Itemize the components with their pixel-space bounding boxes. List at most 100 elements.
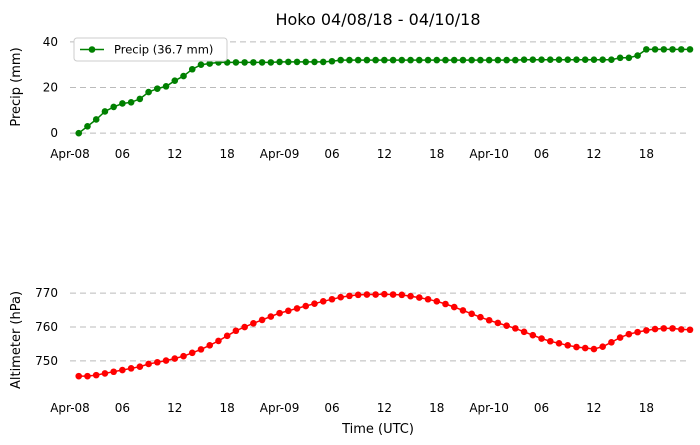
data-point — [573, 56, 580, 63]
x-tick-label: 12 — [377, 401, 392, 415]
x-tick-label: Apr-10 — [469, 147, 509, 161]
data-point — [529, 56, 537, 63]
x-tick-label: Apr-08 — [50, 147, 90, 161]
data-point — [459, 56, 467, 64]
data-point — [546, 337, 554, 345]
data-point — [162, 83, 170, 90]
data-point — [608, 338, 615, 346]
legend-box — [73, 37, 228, 62]
data-point — [450, 303, 458, 311]
x-tick-label: 18 — [220, 147, 235, 161]
data-point — [485, 316, 493, 324]
data-point — [154, 358, 161, 366]
data-point — [686, 46, 694, 53]
data-point — [337, 56, 345, 64]
data-point — [625, 330, 633, 338]
data-point — [154, 85, 161, 92]
data-point — [92, 116, 100, 123]
data-point — [258, 59, 266, 66]
data-point — [180, 352, 187, 360]
data-point — [389, 291, 397, 298]
data-point — [84, 372, 91, 380]
data-point — [555, 339, 563, 347]
data-point — [311, 300, 318, 307]
data-point — [677, 326, 685, 333]
data-point — [276, 309, 283, 317]
x-tick-label: 18 — [220, 401, 235, 415]
chart-title: Hoko 04/08/18 - 04/10/18 — [275, 10, 480, 29]
data-point — [180, 72, 187, 80]
data-point — [686, 326, 694, 334]
data-point — [337, 293, 345, 301]
data-point — [110, 368, 117, 376]
data-point — [669, 325, 676, 332]
data-point — [389, 56, 397, 64]
data-point — [171, 355, 179, 362]
data-point — [538, 56, 545, 63]
legend-marker — [88, 46, 96, 53]
x-tick-label: 06 — [324, 147, 339, 161]
data-point — [634, 328, 641, 336]
data-point — [468, 310, 475, 318]
data-point — [258, 316, 266, 324]
y-tick-label: 20 — [43, 81, 58, 95]
data-point — [372, 291, 379, 298]
data-point — [468, 56, 475, 64]
data-point — [171, 77, 179, 84]
y-tick-label: 0 — [50, 126, 58, 140]
data-point — [311, 58, 318, 66]
x-tick-label: 18 — [639, 147, 654, 161]
x-tick-label: 06 — [534, 147, 549, 161]
data-point — [354, 291, 362, 299]
data-point — [459, 307, 467, 314]
data-point — [494, 56, 502, 64]
data-point — [564, 342, 572, 349]
x-tick-label: 12 — [167, 401, 182, 415]
y-axis-label: Precip (mm) — [9, 47, 24, 126]
data-point — [599, 56, 606, 63]
y-axis-label: Altimeter (hPa) — [9, 291, 24, 389]
data-point — [354, 56, 362, 64]
data-point — [616, 334, 624, 341]
y-tick-label: 40 — [43, 35, 58, 49]
data-point — [285, 58, 292, 66]
data-point — [643, 327, 650, 334]
data-point — [503, 56, 510, 64]
x-tick-label: 06 — [324, 401, 339, 415]
data-point — [503, 322, 510, 329]
y-tick-label: 770 — [35, 286, 58, 300]
data-point — [477, 313, 484, 321]
data-point — [223, 332, 231, 340]
data-point — [608, 56, 615, 63]
data-point — [590, 345, 598, 353]
data-point — [415, 56, 423, 64]
data-point — [84, 123, 91, 130]
data-point — [267, 313, 275, 320]
x-tick-label: 18 — [639, 401, 654, 415]
x-tick-label: 12 — [377, 147, 392, 161]
data-point — [346, 292, 353, 300]
data-point — [267, 59, 275, 66]
data-point — [188, 349, 196, 357]
data-point — [328, 57, 336, 65]
x-tick-label: 18 — [429, 147, 444, 161]
data-point — [520, 56, 528, 63]
data-point — [599, 343, 606, 350]
data-point — [276, 58, 283, 66]
x-tick-label: Apr-10 — [469, 401, 509, 415]
data-point — [660, 325, 668, 332]
data-point — [512, 56, 519, 64]
x-tick-label: Apr-09 — [260, 401, 300, 415]
data-point — [197, 346, 205, 353]
data-point — [398, 291, 406, 299]
data-point — [407, 56, 414, 64]
data-point — [285, 307, 292, 315]
data-point — [381, 290, 388, 298]
x-tick-label: 18 — [429, 401, 444, 415]
data-point — [206, 342, 214, 349]
data-point — [643, 46, 650, 53]
data-point — [136, 95, 144, 103]
data-point — [573, 343, 580, 351]
data-point — [92, 371, 100, 379]
data-point — [136, 363, 144, 370]
